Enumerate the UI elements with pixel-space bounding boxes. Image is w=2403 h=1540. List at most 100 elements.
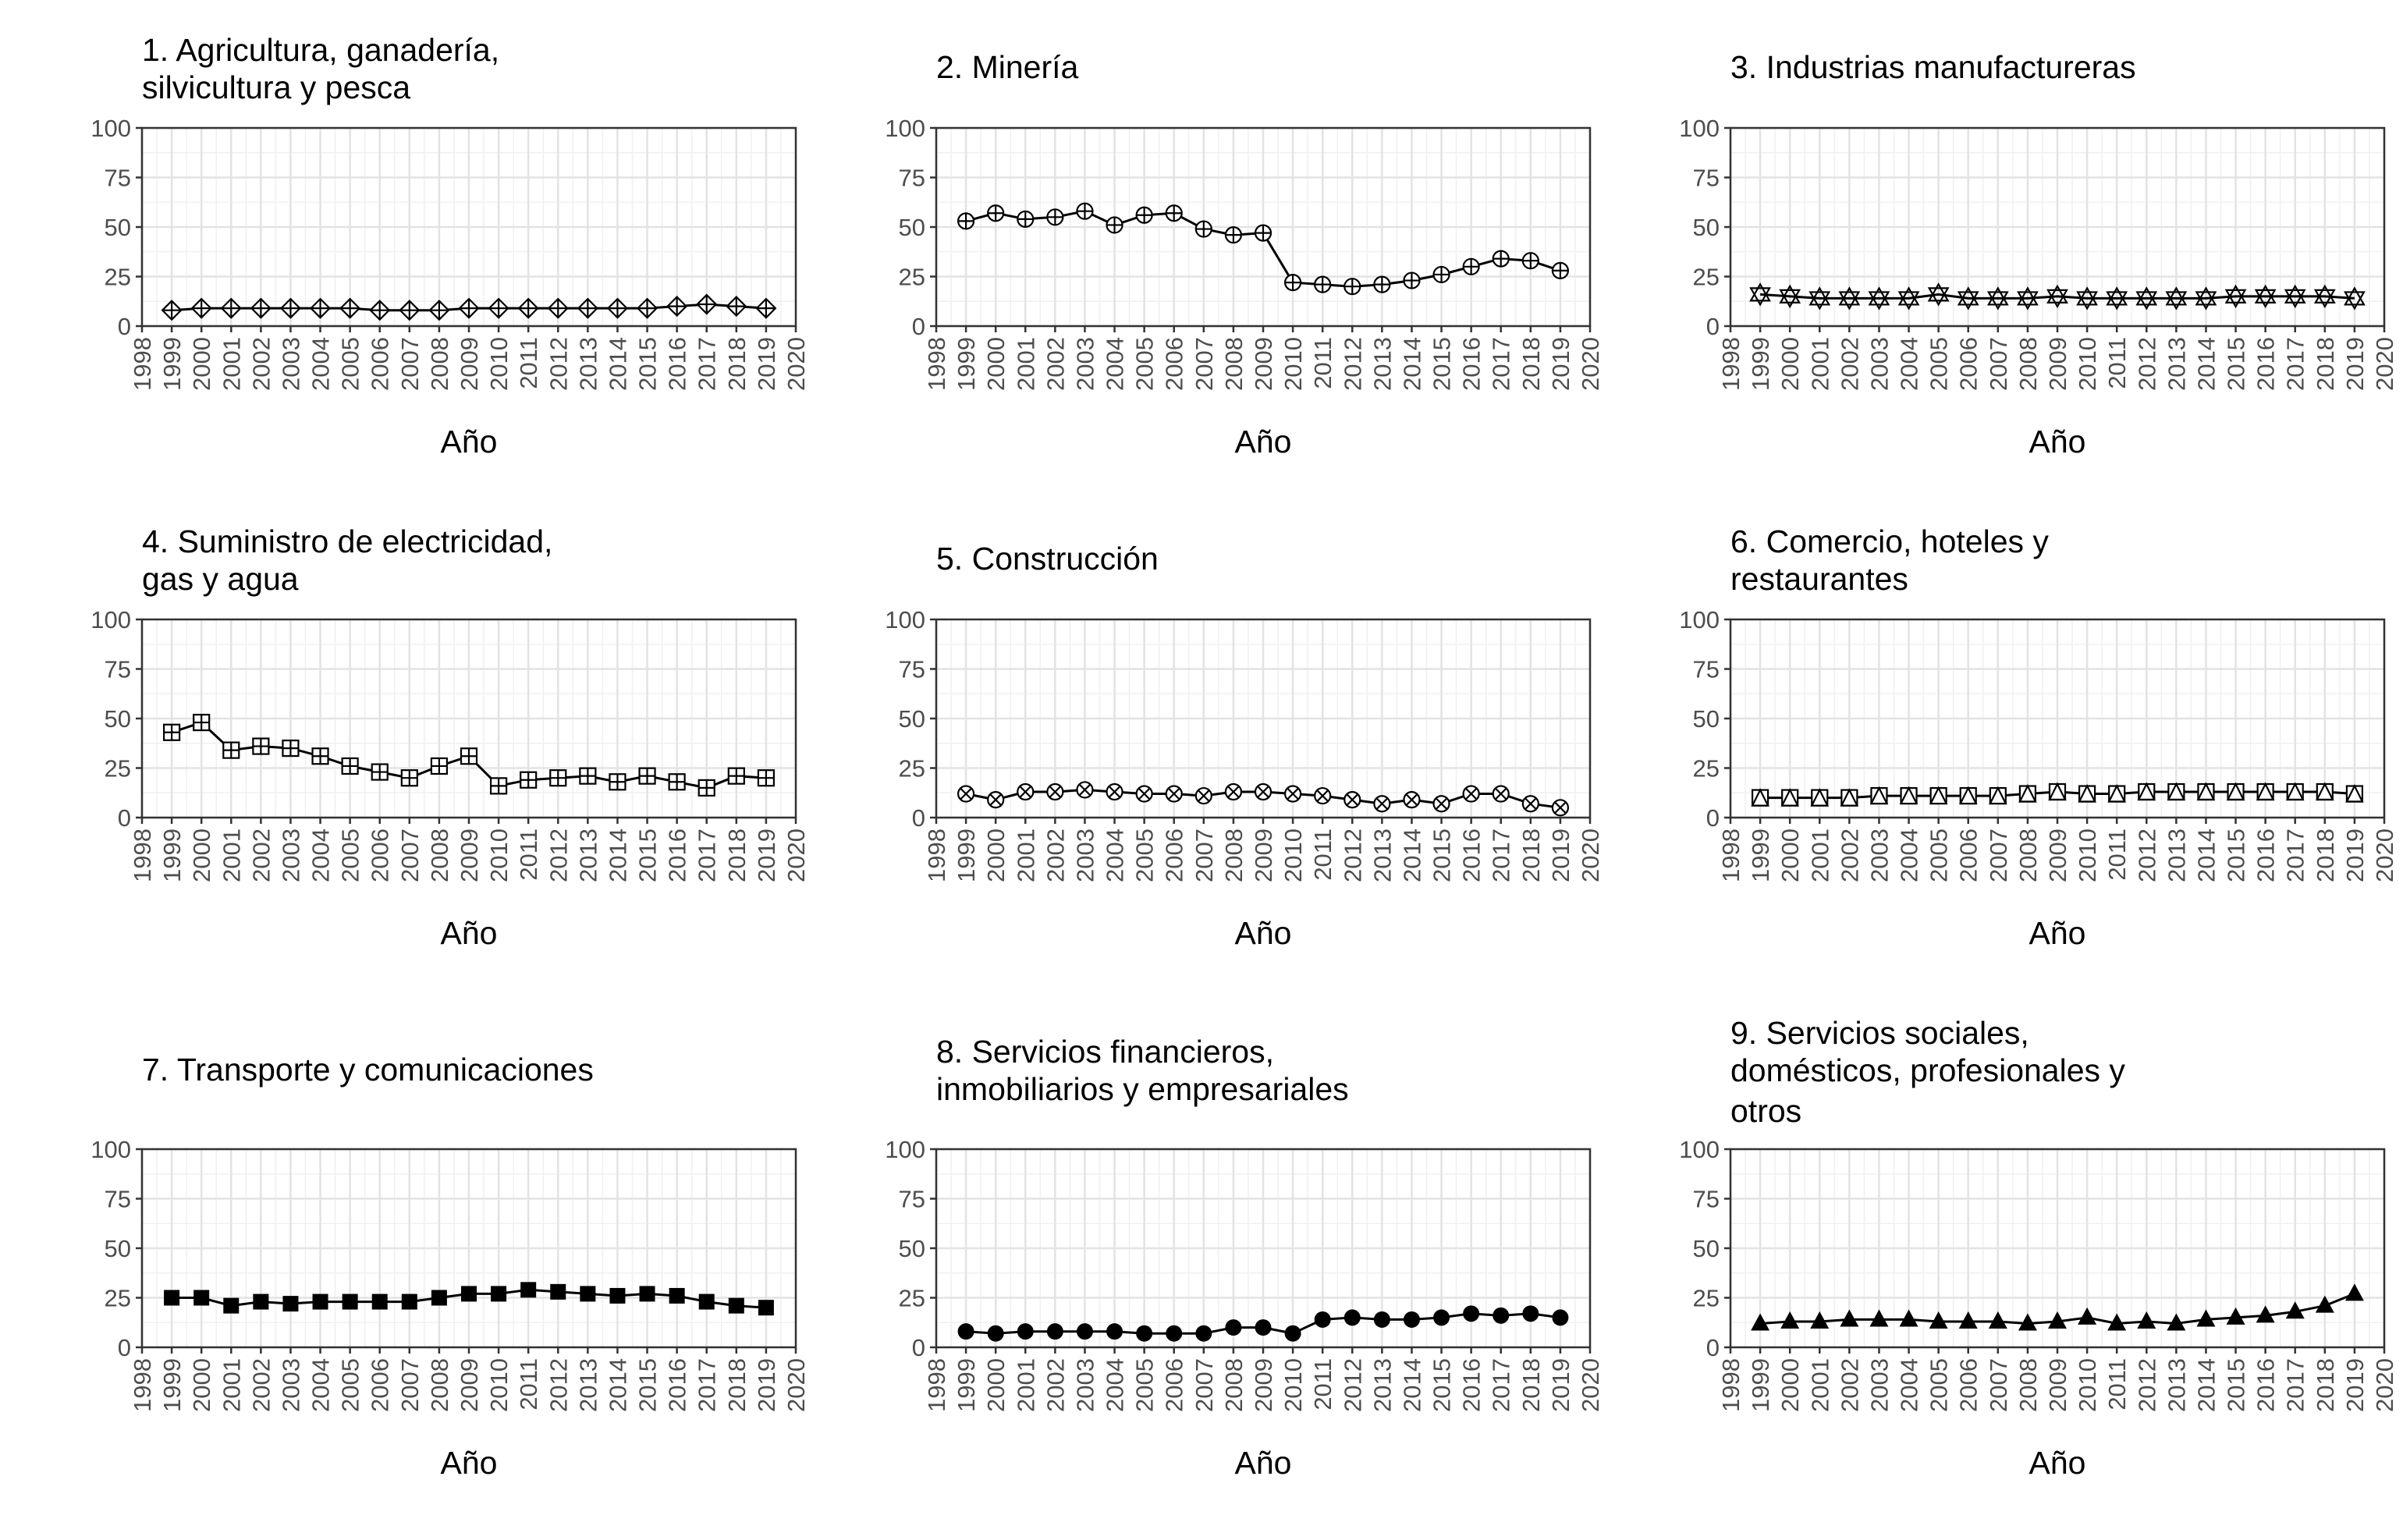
y-tick-label: 0 xyxy=(118,804,131,832)
data-point xyxy=(1046,208,1064,226)
x-tick-label: 2018 xyxy=(723,337,751,391)
data-point xyxy=(1046,782,1064,801)
panel-title-line: 6. Comercio, hoteles y xyxy=(1730,523,2049,559)
x-tick-label: 2014 xyxy=(1398,337,1425,391)
data-point xyxy=(371,1293,388,1310)
y-tick-label: 75 xyxy=(899,1186,925,1213)
data-point xyxy=(1869,1309,1889,1327)
data-point xyxy=(2107,1313,2127,1331)
panel-9: 9. Servicios sociales,domésticos, profes… xyxy=(1679,1015,2398,1481)
data-point xyxy=(1521,252,1539,270)
x-tick-label: 2002 xyxy=(247,829,275,882)
data-point xyxy=(577,297,598,319)
x-tick-label: 2001 xyxy=(218,337,245,391)
y-tick-label: 100 xyxy=(885,1136,925,1163)
data-point xyxy=(520,1282,537,1298)
y-tick-label: 0 xyxy=(1706,1334,1720,1361)
x-tick-label: 2007 xyxy=(396,1358,424,1412)
x-tick-label: 2002 xyxy=(1042,1358,1069,1412)
y-tick-label: 0 xyxy=(118,1334,131,1361)
x-tick-label: 2000 xyxy=(188,1358,215,1412)
y-tick-label: 0 xyxy=(118,313,131,340)
y-tick-label: 50 xyxy=(899,1235,925,1262)
x-tick-label: 2011 xyxy=(515,1358,542,1410)
data-point xyxy=(957,212,975,230)
data-point xyxy=(1135,206,1153,224)
y-tick-label: 75 xyxy=(1693,656,1720,683)
data-point xyxy=(987,204,1005,222)
data-point xyxy=(2167,782,2186,801)
data-point xyxy=(1106,782,1123,801)
y-tick-label: 75 xyxy=(1693,1186,1720,1213)
y-tick-label: 100 xyxy=(1679,115,1720,142)
x-tick-label: 1998 xyxy=(1717,829,1745,882)
y-tick-label: 50 xyxy=(1693,1235,1720,1262)
x-axis-title: Año xyxy=(441,1445,498,1481)
data-point xyxy=(1958,1311,1978,1329)
data-point xyxy=(517,297,539,319)
data-point xyxy=(2167,1313,2186,1331)
x-tick-label: 2009 xyxy=(1250,337,1277,391)
x-tick-label: 2002 xyxy=(247,337,275,391)
x-tick-label: 2013 xyxy=(1368,337,1396,391)
x-tick-label: 2016 xyxy=(664,337,691,391)
x-tick-label: 2019 xyxy=(2341,829,2369,882)
x-tick-label: 2002 xyxy=(1042,337,1069,391)
data-point xyxy=(488,297,509,319)
data-point xyxy=(580,1286,596,1302)
data-point xyxy=(1166,1325,1183,1342)
x-tick-label: 2008 xyxy=(1220,829,1248,882)
data-point xyxy=(279,297,302,319)
x-tick-label: 2019 xyxy=(753,829,780,882)
y-tick-label: 50 xyxy=(899,214,925,241)
data-point xyxy=(1314,1311,1331,1328)
x-tick-label: 2014 xyxy=(604,337,631,391)
y-tick-label: 100 xyxy=(1679,1136,1720,1163)
x-tick-label: 2014 xyxy=(2192,829,2220,882)
x-tick-label: 2008 xyxy=(2014,1358,2042,1412)
x-tick-label: 2007 xyxy=(1191,1358,1218,1412)
data-point xyxy=(428,300,450,321)
data-point xyxy=(1988,1311,2007,1329)
data-point xyxy=(2135,286,2158,310)
data-point xyxy=(193,1290,210,1306)
data-point xyxy=(1493,1307,1510,1324)
y-tick-label: 100 xyxy=(885,606,925,633)
data-point xyxy=(606,297,629,319)
data-point xyxy=(1899,786,1918,805)
data-point xyxy=(190,297,212,319)
x-tick-label: 2016 xyxy=(1458,337,1485,391)
data-point xyxy=(1017,1323,1034,1340)
y-tick-label: 100 xyxy=(885,115,925,142)
x-tick-label: 2004 xyxy=(1102,337,1129,391)
data-point xyxy=(1373,1311,1390,1328)
x-tick-label: 1999 xyxy=(953,1358,980,1412)
data-point xyxy=(1195,1325,1212,1342)
data-point xyxy=(2137,1311,2156,1329)
data-point xyxy=(1552,1309,1569,1326)
data-point xyxy=(547,297,569,319)
x-tick-label: 2020 xyxy=(2371,337,2398,391)
data-point xyxy=(2254,284,2277,309)
x-tick-label: 2017 xyxy=(2282,829,2309,882)
x-tick-label: 2014 xyxy=(604,1358,631,1412)
data-point xyxy=(2224,284,2247,309)
x-tick-label: 2000 xyxy=(1777,337,1804,391)
data-point xyxy=(2285,782,2305,801)
x-tick-label: 2007 xyxy=(1985,829,2012,882)
data-point xyxy=(461,1286,477,1302)
data-point xyxy=(339,297,361,319)
data-point xyxy=(2345,784,2364,803)
x-tick-label: 2004 xyxy=(1102,829,1129,882)
x-tick-label: 2017 xyxy=(694,1358,721,1412)
data-point xyxy=(1283,274,1302,292)
data-point xyxy=(162,723,181,741)
data-point xyxy=(1957,286,1979,310)
x-tick-label: 2012 xyxy=(1339,337,1366,391)
data-point xyxy=(2196,1309,2216,1327)
data-point xyxy=(549,769,567,787)
x-tick-label: 2017 xyxy=(1488,337,1515,391)
data-point xyxy=(1551,261,1570,279)
panel-title-line: otros xyxy=(1730,1093,1801,1129)
x-tick-label: 2016 xyxy=(664,829,691,882)
